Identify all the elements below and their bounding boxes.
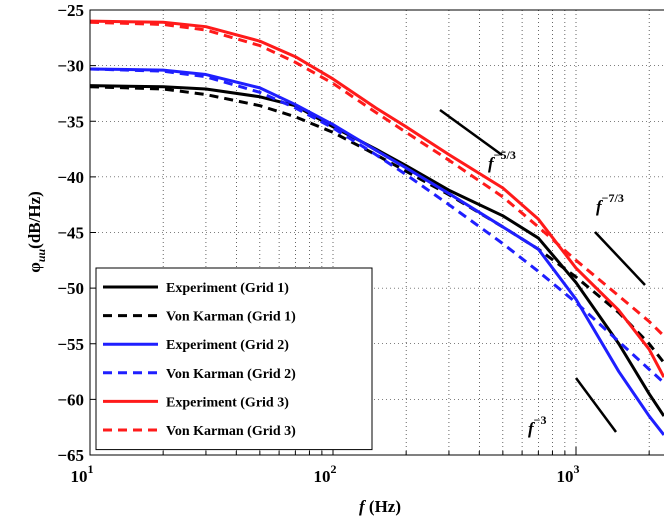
y-tick-label: −25 xyxy=(57,1,84,20)
lines xyxy=(90,19,664,436)
series-line xyxy=(90,20,664,338)
x-tick-base: 10 xyxy=(71,467,88,486)
slope-lines xyxy=(439,108,646,433)
series-line xyxy=(90,84,664,417)
annotation: f−3 xyxy=(528,413,547,438)
legend-box xyxy=(95,267,373,451)
x-axis-label: f (Hz) xyxy=(359,497,401,516)
x-tick-label: 103 xyxy=(557,462,580,486)
x-tick-exponent: 3 xyxy=(574,462,580,476)
x-tick-label: 102 xyxy=(314,462,337,486)
y-tick-label: −65 xyxy=(57,446,84,465)
series-line xyxy=(90,67,664,384)
series-line xyxy=(90,67,664,436)
x-tick-label: 101 xyxy=(71,462,94,486)
y-tick-label: −60 xyxy=(57,390,84,409)
series-line xyxy=(90,19,664,378)
y-tick-label: −35 xyxy=(57,112,84,131)
y-tick-label: −30 xyxy=(57,57,84,76)
x-tick-base: 10 xyxy=(557,467,574,486)
y-tick-label: −55 xyxy=(57,335,84,354)
annotation: f−5/3 xyxy=(488,148,516,173)
y-tick-label: −40 xyxy=(57,168,84,187)
axes-box xyxy=(89,9,664,456)
x-tick-exponent: 2 xyxy=(331,462,337,476)
slope-line xyxy=(439,108,503,157)
series-line xyxy=(90,85,664,364)
x-tick-exponent: 1 xyxy=(88,462,94,476)
legend-label: Experiment (Grid 1) xyxy=(166,281,289,296)
legend-label: Experiment (Grid 3) xyxy=(166,395,289,410)
y-tick-label: −45 xyxy=(57,224,84,243)
x-tick-base: 10 xyxy=(314,467,331,486)
slope-line xyxy=(574,377,618,433)
legend-label: Von Karman (Grid 3) xyxy=(166,424,296,439)
y-tick-label: −50 xyxy=(57,279,84,298)
y-axis-label: φuu(dB/Hz) xyxy=(25,191,48,273)
legend: Experiment (Grid 1) Von Karman (Grid 1) Ex… xyxy=(95,267,373,451)
slope-line xyxy=(594,231,646,286)
legend-label: Experiment (Grid 2) xyxy=(166,338,289,353)
annotation: f−7/3 xyxy=(596,191,624,216)
legend-label: Von Karman (Grid 2) xyxy=(166,367,296,382)
legend-label: Von Karman (Grid 1) xyxy=(166,310,296,325)
